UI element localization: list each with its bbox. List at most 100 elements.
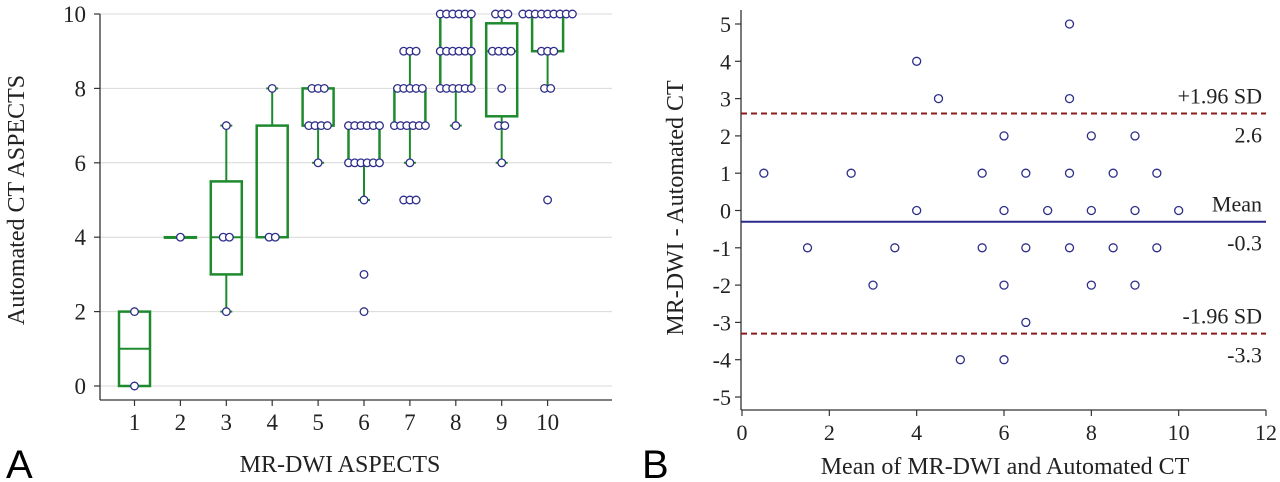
panel-b-reference-lines: +1.96 SD 2.6 Mean -0.3 -1.96 SD -3.3 [741,84,1266,368]
panel-b-data-point [1021,168,1031,178]
panel-a-x-tick-label: 9 [496,410,508,435]
panel-b-data-point [846,168,856,178]
panel-a-x-tick-label: 3 [221,410,233,435]
panel-b-data-point [955,355,965,365]
panel-b-x-tick-label: 2 [824,420,835,445]
panel-a-data-point [405,158,415,168]
panel-a-box [393,87,427,127]
panel-b-reference-label: +1.96 SD [1177,84,1262,109]
panel-a-data-point [175,232,185,242]
panel-b-y-tick-label: -5 [713,385,731,410]
panel-b-data-point [1130,280,1140,290]
panel-b-data-point [999,131,1009,141]
panel-b-data-point [933,93,944,104]
panel-b-reference-label: Mean [1212,192,1262,217]
panel-a-data-point [466,46,476,56]
panel-a-x-axis-label: MR-DWI ASPECTS [240,452,441,478]
panel-a-data-point [543,195,553,205]
panel-b-data-point [1086,205,1096,216]
panel-a-y-tick-label: 10 [63,2,86,27]
panel-b-y-tick-label: -1 [713,236,731,261]
panel-b-x-axis-label: Mean of MR-DWI and Automated CT [821,454,1190,480]
panel-a-x-tick-label: 4 [266,410,278,435]
panel-b-data-point [999,205,1009,216]
panel-a-data-point [497,83,507,93]
panel-a-data-point [420,121,430,131]
panel-a-data-point [221,121,231,131]
panel-a-y-axis-label: Automated CT ASPECTS [4,75,30,325]
panel-b-y-tick-label: 4 [720,49,731,74]
panel-a-data-point [466,9,476,19]
panel-a-data-point [224,232,234,242]
panel-a-data-point [221,307,231,317]
panel-a-y-tick-label: 2 [75,300,87,325]
panel-b-y-tick-label: 2 [720,124,731,149]
panel-a-gridlines [100,13,612,387]
panel-a-data-point [267,83,277,93]
panel-a-x-tick-label: 7 [404,410,416,435]
panel-a-data-point [549,46,559,56]
panel-b-data-point [912,56,922,66]
panel-a-box [301,87,335,127]
panel-a-data-point [503,9,513,19]
panel-a-data-point [359,307,369,317]
panel-a-data-point [500,121,510,131]
panel-b-data-point [1064,168,1075,178]
panel-a-data-point [451,121,461,131]
panel-b-x-tick-label: 12 [1255,420,1277,445]
panel-a-box [530,12,565,53]
panel-a-x-tick-label: 8 [450,410,462,435]
panel-b-axes [735,10,1267,416]
panel-b-y-tick-label: 0 [720,199,731,224]
panel-b-data-point [1108,168,1118,178]
panel-b-data-point [1064,243,1075,253]
panel-a-boxes [117,12,565,388]
panel-a-data-point [417,83,427,93]
panel-b-x-tick-label: 4 [911,420,922,445]
panel-a-data-point [466,83,476,93]
panel-a-data-point [411,195,421,205]
panel-a-data-point [130,381,139,391]
panel-b-x-tick-label: 6 [999,420,1010,445]
panel-b-data-point [1152,243,1162,253]
panel-b-data-point [1064,93,1075,104]
panel-b-y-tick-label: -4 [713,348,731,373]
panel-b-reference-value: -3.3 [1227,343,1262,368]
panel-a-box [255,124,289,239]
panel-a-data-point [319,83,329,93]
panel-b-y-tick-label: -2 [713,273,731,298]
panel-b-data-point [999,280,1009,290]
panel-a-x-tick-label: 5 [312,410,324,435]
panel-b-data-point [1043,205,1053,216]
panel-a-data-point [130,307,139,317]
panel-a-box [484,22,519,118]
panel-b-reference-value: -0.3 [1227,231,1262,256]
panel-b-points [759,19,1184,365]
panel-a-data-point [497,158,507,168]
panel-a-points [130,9,577,391]
panel-a-data-point [270,232,280,242]
panel-a-x-tick-label: 10 [536,410,559,435]
panel-b-y-tick-label: 1 [720,161,731,186]
panel-b-data-point [1086,131,1096,141]
panel-b-letter: B [642,443,669,482]
panel-b-data-point [1021,317,1031,328]
panel-b-data-point [1021,243,1031,253]
panel-a-data-point [546,83,556,93]
panel-a-data-point [359,269,369,279]
panel-b-x-tick-label: 8 [1086,420,1097,445]
panel-a-x-tick-label: 2 [175,410,187,435]
panel-b-bland-altman-plot: +1.96 SD 2.6 Mean -0.3 -1.96 SD -3.3 -5 -4 -3 -2… [642,10,1277,482]
panel-a-y-tick-label: 8 [75,76,87,101]
panel-b-data-point [1108,243,1118,253]
panel-a-data-point [359,195,369,205]
panel-b-data-point [912,205,922,216]
panel-b-data-point [890,243,900,253]
panel-a-x-tick-label: 1 [129,410,141,435]
panel-b-data-point [1174,205,1184,216]
panel-b-data-point [802,243,813,253]
